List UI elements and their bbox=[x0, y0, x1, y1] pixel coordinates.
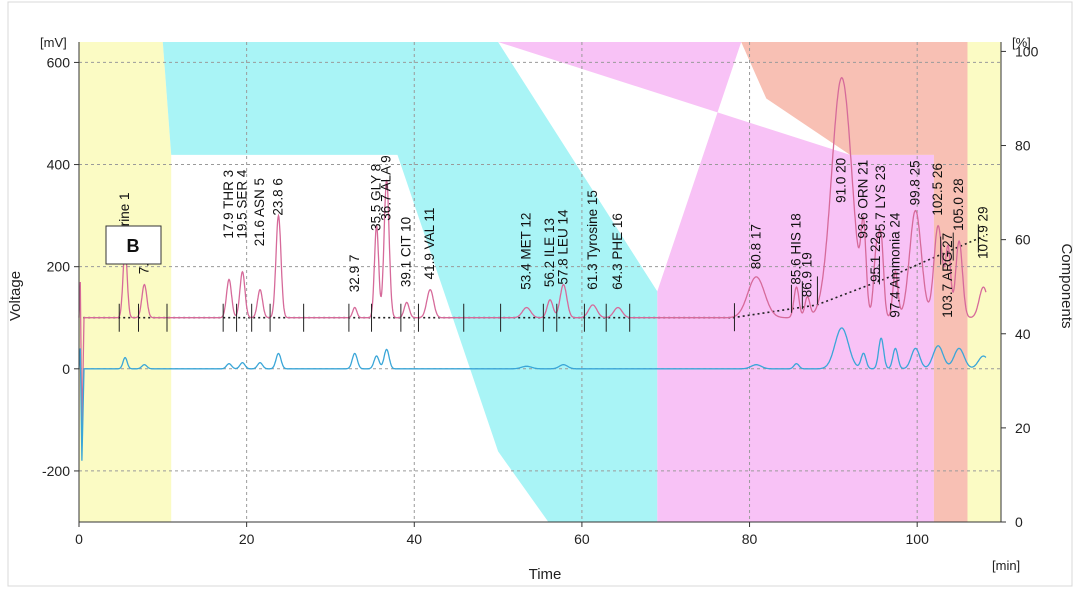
peak-label-16: 64.3 PHE 16 bbox=[610, 213, 625, 290]
y2-tick-label: 20 bbox=[1015, 420, 1031, 436]
peak-label-23: 95.7 LYS 23 bbox=[873, 165, 888, 238]
y2-axis-title: Components bbox=[1058, 243, 1075, 328]
peak-label-11: 41.9 VAL 11 bbox=[422, 208, 437, 280]
gradient-region-3 bbox=[498, 42, 934, 522]
x-axis-title: Time bbox=[529, 566, 562, 583]
peak-label-4: 19.5 SER 4 bbox=[234, 169, 249, 239]
y2-tick-label: 100 bbox=[1015, 43, 1039, 59]
peak-label-3: 17.9 THR 3 bbox=[221, 170, 236, 239]
y-tick-label: -200 bbox=[42, 463, 70, 479]
peak-label-15: 61.3 Tyrosine 15 bbox=[585, 190, 600, 290]
peak-label-27: 103.7 ARG 27 bbox=[940, 233, 955, 318]
axes: 0 20 40 60 80 100 -200 0 200 400 600 0 20 40 60 80 100 bbox=[42, 42, 1039, 547]
gradient-region-1 bbox=[79, 42, 172, 522]
y-tick-label: 0 bbox=[62, 361, 70, 377]
gradient-regions bbox=[79, 42, 1001, 522]
y2-tick-label: 0 bbox=[1015, 514, 1023, 530]
peak-label-6: 23.8 6 bbox=[271, 178, 286, 216]
peak-label-9: 36.7 ALA 9 bbox=[379, 155, 394, 220]
peak-label-29: 107.9 29 bbox=[975, 206, 990, 259]
peak-label-17: 80.8 17 bbox=[748, 224, 763, 269]
y2-unit-label: [%] bbox=[1012, 35, 1031, 50]
peak-label-14: 57.8 LEU 14 bbox=[556, 209, 571, 285]
peak-label-20: 91.0 20 bbox=[834, 158, 849, 203]
y2-tick-label: 80 bbox=[1015, 138, 1031, 154]
y2-tick-label: 60 bbox=[1015, 232, 1031, 248]
peak-label-18: 85.6 HIS 18 bbox=[789, 213, 804, 284]
y-unit-label: [mV] bbox=[40, 35, 67, 50]
x-unit-label: [min] bbox=[992, 558, 1020, 573]
peak-label-5: 21.6 ASN 5 bbox=[252, 178, 267, 246]
gradient-region-4 bbox=[741, 42, 968, 522]
y-tick-label: 600 bbox=[47, 54, 71, 70]
primary-trace bbox=[78, 76, 987, 436]
peak-label-28: 105.0 28 bbox=[951, 178, 966, 231]
peak-label-8: 35.5 GLY 8 bbox=[369, 164, 384, 231]
y2-tick-label: 40 bbox=[1015, 326, 1031, 342]
y-tick-label: 200 bbox=[47, 259, 71, 275]
peak-label-13: 56.2 ILE 13 bbox=[542, 218, 557, 287]
secondary-trace bbox=[78, 327, 987, 461]
x-tick-label: 60 bbox=[574, 531, 590, 547]
x-tick-label: 0 bbox=[75, 531, 83, 547]
chromatogram-traces bbox=[78, 76, 987, 461]
x-tick-label: 40 bbox=[406, 531, 422, 547]
y-axis-title: Voltage bbox=[7, 271, 24, 321]
gradient-region-5 bbox=[967, 42, 1001, 522]
panel-label-box: B bbox=[105, 225, 162, 265]
peak-label-19: 86.9 19 bbox=[799, 252, 814, 297]
peak-label-24: 97.4 Ammonia 24 bbox=[887, 212, 902, 318]
integration-ticks bbox=[118, 224, 979, 332]
peak-label-7: 32.9 7 bbox=[347, 255, 362, 293]
panel-label: B bbox=[127, 236, 140, 256]
y-tick-label: 400 bbox=[47, 157, 71, 173]
x-tick-label: 80 bbox=[742, 531, 758, 547]
peak-label-22: 95.1 22 bbox=[868, 237, 883, 282]
gradient-region-2 bbox=[162, 42, 658, 522]
peak-label-10: 39.1 CIT 10 bbox=[399, 217, 414, 287]
x-tick-label: 100 bbox=[906, 531, 930, 547]
peak-label-21: 93.6 ORN 21 bbox=[856, 160, 871, 239]
peak-labels: 5 Taurine 17. a 217.9 THR 319.5 SER 421.… bbox=[117, 155, 990, 317]
peak-label-12: 53.4 MET 12 bbox=[519, 213, 534, 290]
x-tick-label: 20 bbox=[239, 531, 255, 547]
peak-label-25: 99.8 25 bbox=[908, 160, 923, 205]
peak-label-26: 102.5 26 bbox=[930, 163, 945, 216]
